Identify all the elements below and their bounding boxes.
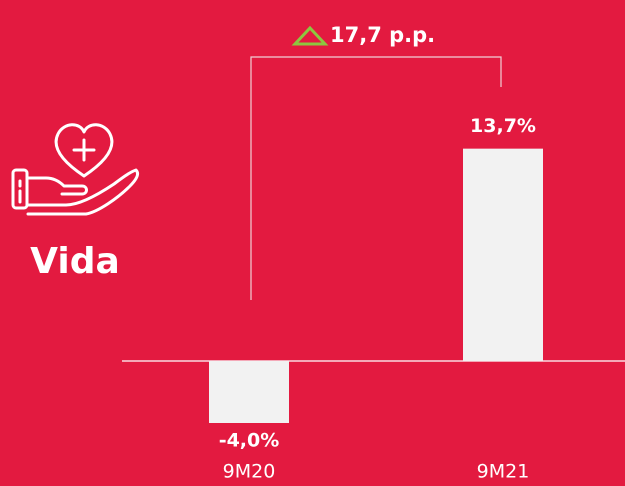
x-tick-label: 9M21 bbox=[477, 461, 530, 483]
annotation: 17,7 p.p. bbox=[330, 23, 435, 47]
x-tick-label: 9M20 bbox=[223, 461, 276, 483]
segment-label: Vida bbox=[30, 241, 120, 282]
bar bbox=[209, 361, 289, 423]
difference-bracket bbox=[250, 56, 502, 300]
bar bbox=[463, 148, 543, 361]
value-label: 13,7% bbox=[470, 115, 536, 137]
delta-icon bbox=[291, 25, 329, 46]
value-label: -4,0% bbox=[219, 430, 280, 452]
life-icon bbox=[11, 123, 140, 216]
